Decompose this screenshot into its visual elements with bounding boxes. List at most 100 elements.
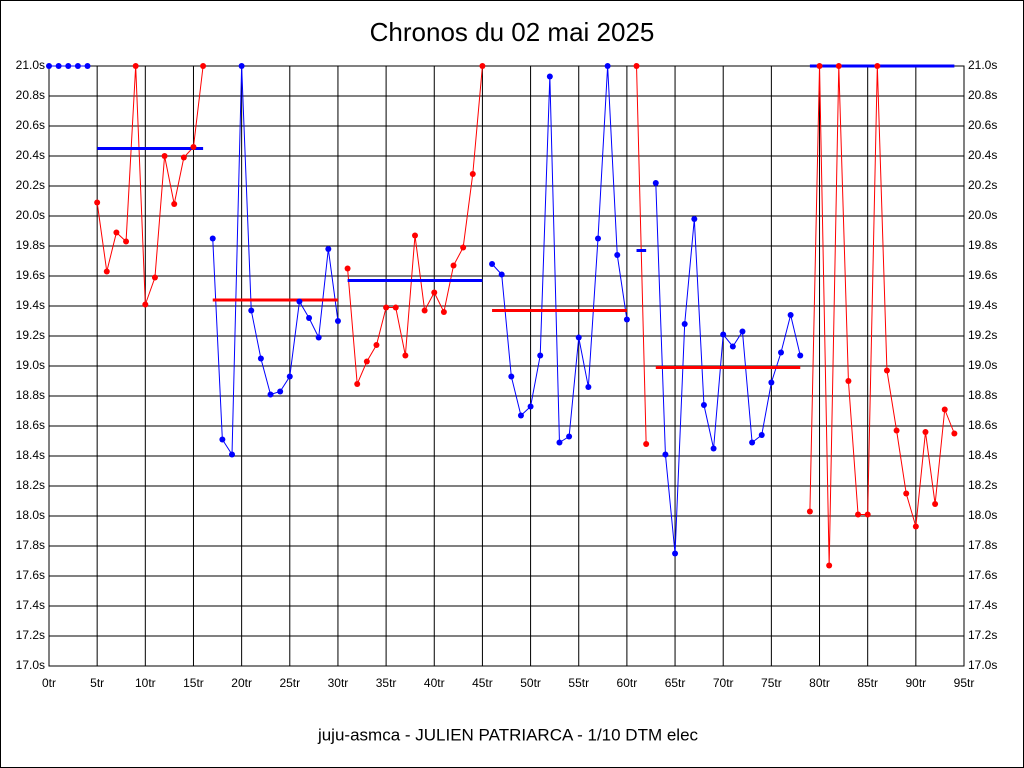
lap-point [623, 316, 630, 323]
y-tick-label-right: 20.8s [968, 88, 997, 102]
lap-point [826, 562, 833, 569]
y-tick-label-right: 18.6s [968, 418, 997, 432]
lap-point [219, 436, 226, 443]
y-tick-label-right: 17.8s [968, 538, 997, 552]
lap-point [537, 352, 544, 359]
lap-point [325, 246, 332, 252]
lap-point [508, 373, 515, 380]
y-tick-label-right: 20.0s [968, 208, 997, 222]
x-tick-label: 90tr [905, 676, 926, 690]
y-tick-label: 21.0s [16, 58, 45, 72]
y-tick-label: 17.0s [16, 658, 45, 672]
x-tick-label: 45tr [472, 676, 493, 690]
lap-point [691, 216, 698, 222]
x-axis-label: juju-asmca - JULIEN PATRIARCA - 1/10 DTM… [317, 725, 699, 744]
x-tick-label: 5tr [90, 676, 104, 690]
y-tick-label: 18.8s [16, 388, 45, 402]
lap-point [720, 331, 727, 338]
y-tick-label: 19.0s [16, 358, 45, 372]
lap-point [903, 490, 910, 497]
y-tick-label-right: 18.2s [968, 478, 997, 492]
lap-point [778, 349, 784, 356]
lap-point [334, 318, 341, 324]
lap-point [498, 271, 505, 278]
lap-point [296, 298, 303, 305]
lap-point [450, 262, 457, 269]
lap-point [595, 235, 601, 242]
x-tick-label: 15tr [183, 676, 204, 690]
y-tick-label-right: 19.2s [968, 328, 997, 342]
lap-point [267, 391, 274, 398]
lap-point [662, 451, 669, 458]
lap-point [517, 412, 524, 419]
y-tick-label: 17.8s [16, 538, 45, 552]
y-tick-label: 18.0s [16, 508, 45, 522]
lap-point [932, 501, 939, 507]
y-tick-label: 19.4s [16, 298, 45, 312]
lap-point [306, 315, 313, 321]
y-tick-label-right: 17.4s [968, 598, 997, 612]
lap-point [171, 201, 178, 207]
lap-point [94, 199, 101, 206]
lap-point [469, 171, 476, 177]
lap-point [431, 289, 438, 296]
x-tick-label: 0tr [42, 676, 56, 690]
lap-point [797, 352, 804, 359]
x-tick-label: 70tr [713, 676, 734, 690]
lap-point [912, 523, 919, 530]
lap-point [479, 63, 486, 69]
y-tick-label: 18.4s [16, 448, 45, 462]
lap-point [700, 402, 707, 408]
y-tick-label-right: 20.6s [968, 118, 997, 132]
lap-point [758, 432, 765, 438]
lap-point [248, 307, 255, 314]
lap-point [893, 427, 900, 434]
lap-line [212, 65, 339, 457]
y-tick-label-right: 18.0s [968, 508, 997, 522]
lap-point [951, 430, 958, 437]
lap-point [652, 180, 659, 186]
x-tick-label: 55tr [568, 676, 589, 690]
chart-title: Chronos du 02 mai 2025 [370, 17, 655, 47]
lap-point [440, 309, 447, 315]
y-tick-label-right: 17.0s [968, 658, 997, 672]
lap-point [614, 252, 621, 258]
lap-point [527, 403, 534, 410]
lap-point [729, 343, 736, 350]
x-tick-label: 60tr [617, 676, 638, 690]
lap-point [460, 244, 467, 251]
x-tick-label: 80tr [809, 676, 830, 690]
y-tick-label-right: 19.6s [968, 268, 997, 282]
x-tick-label: 85tr [857, 676, 878, 690]
y-tick-label: 17.6s [16, 568, 45, 582]
lap-point [806, 508, 813, 515]
y-tick-label-right: 19.8s [968, 238, 997, 252]
y-tick-label: 20.2s [16, 178, 45, 192]
y-tick-label: 20.8s [16, 88, 45, 102]
y-tick-label: 17.4s [16, 598, 45, 612]
lap-point [883, 367, 890, 374]
lap-point [46, 63, 52, 69]
lap-point [74, 63, 81, 69]
lap-point [922, 429, 929, 435]
lap-point [344, 265, 351, 272]
lap-point [749, 439, 756, 446]
lap-point [123, 238, 130, 245]
y-tick-label: 19.6s [16, 268, 45, 282]
lap-point [489, 261, 496, 267]
lap-point [874, 63, 881, 69]
y-tick-label-right: 18.4s [968, 448, 997, 462]
lap-point [604, 63, 611, 69]
lap-point [768, 379, 775, 386]
lap-line [636, 65, 647, 445]
lap-point [412, 232, 418, 239]
lap-point [392, 304, 399, 311]
y-tick-label-right: 17.6s [968, 568, 997, 582]
lap-point [585, 384, 592, 390]
y-tick-label-right: 20.4s [968, 148, 997, 162]
lap-point [354, 381, 361, 387]
y-tick-label-right: 19.0s [968, 358, 997, 372]
lap-point [845, 378, 852, 384]
